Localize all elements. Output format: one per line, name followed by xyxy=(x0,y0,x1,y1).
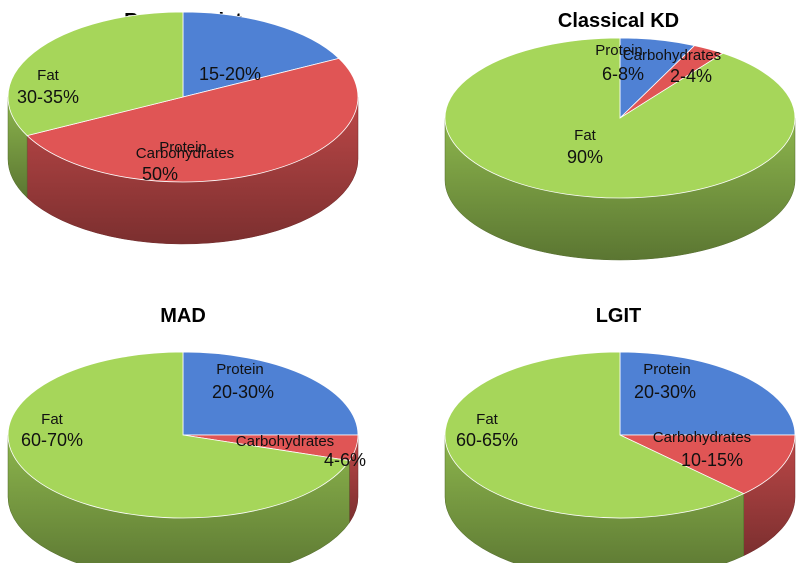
slice-value-protein: 20-30% xyxy=(212,382,274,402)
slice-value-carbohydrates: 2-4% xyxy=(670,66,712,86)
pie-slice-protein xyxy=(182,11,340,98)
pie-chart-mad: MAD Protein 20-30% Carbohydrates 4-6% Fat 60-… xyxy=(0,295,366,563)
chart-title: Classical KD xyxy=(557,10,680,32)
slice-value-fat: 60-70% xyxy=(21,430,83,450)
slice-value-carbohydrates: 4-6% xyxy=(324,450,366,470)
slice-value-fat: 60-65% xyxy=(456,430,518,450)
slice-value-protein: 15-20% xyxy=(199,64,261,84)
slice-label-protein: Protein xyxy=(595,42,643,59)
slice-value-protein: 20-30% xyxy=(634,382,696,402)
slice-label-carbohydrates: Carbohydrates xyxy=(623,47,721,64)
pie-svg: Protein 20-30% Carbohydrates 10-15% Fat 60-65… xyxy=(444,351,796,563)
pie-chart-regular-diet: Regular Diet Protein15-20%Carbohydrates5… xyxy=(0,0,366,270)
slice-label-protein: Protein xyxy=(216,361,264,378)
pie-slice-carbohydrates xyxy=(26,57,359,183)
slice-label-carbohydrates: Carbohydrates xyxy=(236,433,334,450)
slice-label-fat: Fat xyxy=(574,127,597,144)
pie-slice-protein xyxy=(182,351,359,436)
slice-label-protein: Protein xyxy=(159,139,207,156)
pie-slice-protein xyxy=(619,351,796,436)
pie-svg: Protein 6-8%Carbohydrates 2-4% Fat 90% xyxy=(444,37,796,261)
slice-label-carbohydrates: Carbohydrates xyxy=(136,145,234,162)
slice-label-protein: Protein xyxy=(643,361,691,378)
chart-title: MAD xyxy=(160,305,206,327)
pie-slice-fat xyxy=(444,351,745,519)
slice-value-protein: 6-8% xyxy=(602,64,644,84)
pie-chart-classical-kd: Classical KD Protein 6-8% Carbohydrates 2-4… xyxy=(437,0,800,270)
chart-title: LGIT xyxy=(595,305,642,327)
pie-chart-lgit: LGIT Protein 20-30% Carbohydrates 10-15% Fat… xyxy=(437,295,800,563)
pie-slice-carbohydrates xyxy=(619,434,796,495)
slice-label-carbohydrates: Carbohydrates xyxy=(653,429,751,446)
pie-slice-fat xyxy=(7,11,184,137)
slice-label-fat: Fat xyxy=(37,67,60,84)
slice-value-carbohydrates: 50% xyxy=(142,164,178,184)
slice-value-fat: 30-35% xyxy=(17,87,79,107)
slice-label-fat: Fat xyxy=(476,411,499,428)
pie-slice-fat xyxy=(444,37,796,199)
slice-value-carbohydrates: 10-15% xyxy=(681,450,743,470)
slice-label-fat: Fat xyxy=(41,411,64,428)
pie-svg: Protein 15-20% Carbohydrates 50% Fat 30-35% xyxy=(7,11,359,245)
pie-slice-fat xyxy=(7,351,351,519)
slice-value-fat: 90% xyxy=(567,147,603,167)
